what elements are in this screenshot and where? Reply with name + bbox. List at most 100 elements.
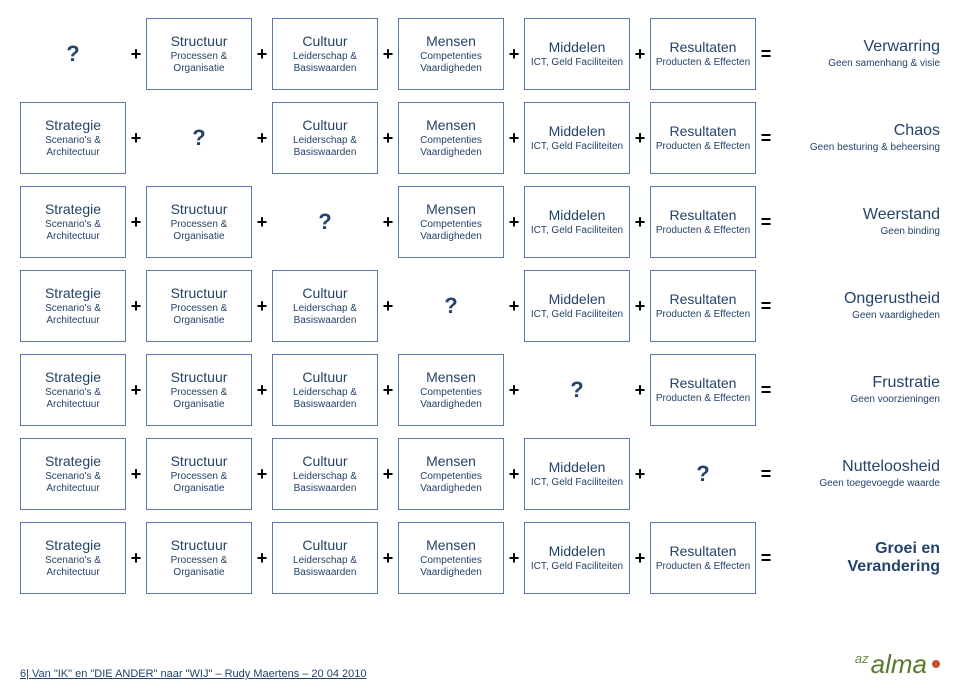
component-title: Middelen: [549, 39, 606, 55]
component-subtitle: Scenario's & Architectuur: [25, 135, 121, 159]
component-title: Cultuur: [302, 537, 347, 553]
plus-operator: +: [506, 296, 522, 317]
component-subtitle: ICT, Geld Faciliteiten: [531, 309, 623, 321]
component-structuur: StructuurProcessen & Organisatie: [146, 354, 252, 426]
component-title: Resultaten: [670, 123, 737, 139]
result-title: Groei en Verandering: [782, 540, 940, 575]
equation-row: StrategieScenario's & Architectuur+Struc…: [20, 522, 940, 594]
component-subtitle: Competenties Vaardigheden: [403, 555, 499, 579]
component-subtitle: Competenties Vaardigheden: [403, 135, 499, 159]
plus-operator: +: [632, 380, 648, 401]
result-subtitle: Geen voorzieningen: [850, 394, 940, 406]
plus-operator: +: [506, 380, 522, 401]
component-subtitle: ICT, Geld Faciliteiten: [531, 225, 623, 237]
plus-operator: +: [254, 548, 270, 569]
component-subtitle: Processen & Organisatie: [151, 471, 247, 495]
component-subtitle: Producten & Effecten: [656, 225, 750, 237]
footer-text: 6| Van "IK" en "DIE ANDER" naar "WIJ" – …: [20, 668, 366, 680]
component-subtitle: ICT, Geld Faciliteiten: [531, 561, 623, 573]
component-title: Cultuur: [302, 285, 347, 301]
plus-operator: +: [254, 212, 270, 233]
missing-placeholder: ?: [20, 18, 126, 90]
component-subtitle: Leiderschap & Basiswaarden: [277, 471, 373, 495]
component-title: Mensen: [426, 33, 476, 49]
equals-operator: =: [758, 128, 774, 149]
component-cultuur: CultuurLeiderschap & Basiswaarden: [272, 354, 378, 426]
component-middelen: MiddelenICT, Geld Faciliteiten: [524, 186, 630, 258]
equation-row: StrategieScenario's & Architectuur+Struc…: [20, 186, 940, 258]
plus-operator: +: [254, 380, 270, 401]
plus-operator: +: [632, 548, 648, 569]
equation-row: StrategieScenario's & Architectuur+Struc…: [20, 354, 940, 426]
result-title: Nutteloosheid: [842, 458, 940, 476]
component-cultuur: CultuurLeiderschap & Basiswaarden: [272, 102, 378, 174]
component-subtitle: ICT, Geld Faciliteiten: [531, 141, 623, 153]
component-middelen: MiddelenICT, Geld Faciliteiten: [524, 18, 630, 90]
component-structuur: StructuurProcessen & Organisatie: [146, 18, 252, 90]
component-middelen: MiddelenICT, Geld Faciliteiten: [524, 522, 630, 594]
component-resultaten: ResultatenProducten & Effecten: [650, 522, 756, 594]
missing-placeholder: ?: [524, 354, 630, 426]
result-subtitle: Geen vaardigheden: [852, 310, 940, 322]
logo-brand: alma: [871, 649, 927, 680]
component-title: Strategie: [45, 201, 101, 217]
component-subtitle: Processen & Organisatie: [151, 555, 247, 579]
result-subtitle: Geen toegevoegde waarde: [819, 478, 940, 490]
component-mensen: MensenCompetenties Vaardigheden: [398, 438, 504, 510]
equals-operator: =: [758, 212, 774, 233]
result: WeerstandGeen binding: [776, 186, 940, 258]
plus-operator: +: [632, 44, 648, 65]
result-subtitle: Geen besturing & beheersing: [810, 142, 940, 154]
component-subtitle: Producten & Effecten: [656, 561, 750, 573]
component-subtitle: ICT, Geld Faciliteiten: [531, 477, 623, 489]
plus-operator: +: [128, 464, 144, 485]
component-title: Middelen: [549, 459, 606, 475]
component-subtitle: Producten & Effecten: [656, 141, 750, 153]
component-subtitle: Competenties Vaardigheden: [403, 219, 499, 243]
result: Verwarring Geen samenhang & visie: [776, 18, 940, 90]
plus-operator: +: [506, 212, 522, 233]
plus-operator: +: [128, 212, 144, 233]
component-subtitle: Processen & Organisatie: [151, 387, 247, 411]
component-mensen: Mensen Competenties Vaardigheden: [398, 102, 504, 174]
result-title: Verwarring: [864, 38, 940, 56]
component-title: Mensen: [426, 117, 476, 133]
plus-operator: +: [380, 380, 396, 401]
equals-operator: =: [758, 296, 774, 317]
component-subtitle: Leiderschap & Basiswaarden: [277, 387, 373, 411]
component-subtitle: Scenario's & Architectuur: [25, 219, 121, 243]
component-title: Cultuur: [302, 33, 347, 49]
component-title: Resultaten: [670, 39, 737, 55]
plus-operator: +: [632, 212, 648, 233]
plus-operator: +: [506, 464, 522, 485]
result-subtitle: Geen samenhang & visie: [828, 58, 940, 70]
component-title: Resultaten: [670, 207, 737, 223]
component-mensen: MensenCompetenties Vaardigheden: [398, 186, 504, 258]
component-subtitle: Competenties Vaardigheden: [403, 51, 499, 75]
plus-operator: +: [632, 128, 648, 149]
component-subtitle: Leiderschap & Basiswaarden: [277, 51, 373, 75]
component-subtitle: Producten & Effecten: [656, 57, 750, 69]
result-title: Chaos: [894, 122, 940, 140]
plus-operator: +: [254, 128, 270, 149]
plus-operator: +: [380, 548, 396, 569]
result: Chaos Geen besturing & beheersing: [776, 102, 940, 174]
component-title: Strategie: [45, 285, 101, 301]
component-title: Structuur: [171, 537, 228, 553]
logo-az: az: [855, 651, 869, 666]
component-mensen: Mensen Competenties Vaardigheden: [398, 18, 504, 90]
component-title: Structuur: [171, 453, 228, 469]
plus-operator: +: [506, 128, 522, 149]
component-subtitle: Competenties Vaardigheden: [403, 471, 499, 495]
component-middelen: MiddelenICT, Geld Faciliteiten: [524, 102, 630, 174]
plus-operator: +: [380, 464, 396, 485]
equals-operator: =: [758, 548, 774, 569]
component-subtitle: Scenario's & Architectuur: [25, 303, 121, 327]
component-cultuur: Cultuur Leiderschap & Basiswaarden: [272, 18, 378, 90]
plus-operator: +: [506, 548, 522, 569]
equation-row: ?+StructuurProcessen & Organisatie+Cultu…: [20, 18, 940, 90]
component-subtitle: Scenario's & Architectuur: [25, 387, 121, 411]
logo-dot-icon: [932, 660, 940, 668]
component-cultuur: CultuurLeiderschap & Basiswaarden: [272, 522, 378, 594]
component-structuur: StructuurProcessen & Organisatie: [146, 186, 252, 258]
